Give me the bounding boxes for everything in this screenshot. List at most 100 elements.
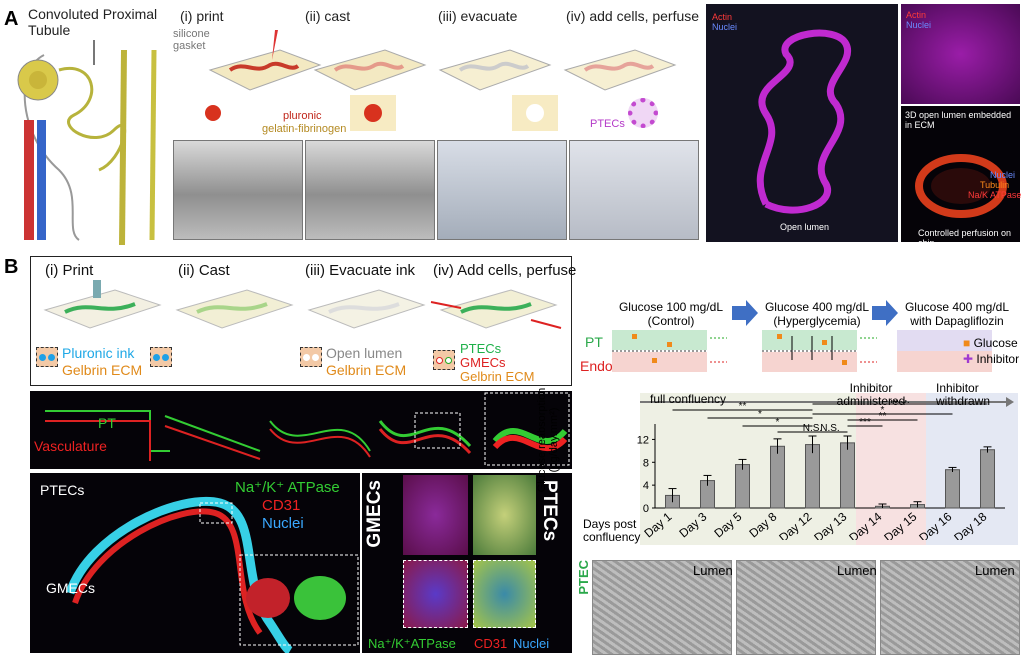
b-fluor-strip [30, 391, 572, 469]
nuclei-stain-label: Nuclei [262, 515, 304, 532]
significance-label: * [881, 405, 885, 416]
perfusion-label: Controlled perfusion on chip [918, 228, 1012, 248]
inhibitor-legend-text: Inhibitor [976, 352, 1020, 366]
x-axis-label: Days post confluency [583, 517, 641, 544]
embedded-label: 3D open lumen embedded in ECM [905, 110, 1012, 130]
g3b-text: with Dapagliflozin [910, 314, 1004, 328]
timeline-arrow [640, 397, 1014, 407]
pt-schem-label: PT [585, 334, 603, 350]
a-mold-schematics [208, 30, 677, 91]
cd31-stain-label: CD31 [262, 497, 301, 514]
b-step-2: (ii) Cast [178, 262, 230, 279]
actin-label: Actin [712, 12, 733, 22]
b-mold-schematics [43, 280, 562, 329]
ptec-ring-icon [628, 98, 658, 128]
g1-text: Glucose 100 mg/dL [618, 300, 724, 314]
bar [980, 449, 995, 509]
pluronic-dot-icon [205, 105, 221, 121]
tubulin-label: Tubulin [980, 180, 1010, 190]
actin-label-zoom: Actin [906, 10, 927, 20]
b-step-4: (iv) Add cells, perfuse [433, 262, 577, 279]
gmecs-stain-label: GMECs [46, 580, 95, 596]
bottom-cd31-label: CD31 [474, 636, 508, 651]
fluor-3d-image [706, 4, 898, 242]
g1b-text: (Control) [647, 314, 695, 328]
glucose-square-icon: ■ [963, 336, 971, 350]
schematic-arrows [732, 300, 898, 326]
y-tick-label: 4 [643, 480, 649, 492]
cast-swatch [350, 95, 396, 131]
cast-legend-box [150, 347, 172, 367]
photo-cast [305, 140, 435, 240]
gelbrin-label-3: Gelbrin ECM [460, 369, 535, 384]
significance-label: *** [859, 417, 871, 428]
g1-label: Glucose 100 mg/dL (Control) [612, 300, 730, 328]
nuclei-label-zoom: Nuclei [906, 20, 932, 30]
cells-legend-box [433, 350, 455, 370]
b-fluor-large [30, 473, 360, 655]
b-step-1: (i) Print [45, 262, 94, 279]
x-tick-label: Day 8 [746, 509, 779, 540]
lumen-label-2: Lumen [837, 563, 877, 578]
fluor-zoom-image [901, 4, 1020, 104]
g2-label: Glucose 400 mg/dL (Hyperglycemia) [758, 300, 876, 328]
y-tick-label: 12 [637, 434, 649, 446]
glucose-legend: ■ Glucose [963, 336, 1018, 350]
bar [840, 442, 855, 509]
bg-withdrawn [926, 393, 1018, 545]
a-step-3: (iii) evacuate [438, 8, 518, 24]
lumen-dot-icon [526, 104, 544, 122]
ptec-image [473, 475, 536, 555]
pt-label: PT [98, 415, 116, 431]
gmecs-b-label: GMECs [460, 355, 506, 370]
b-process-box [30, 256, 572, 386]
x-tick-label: Day 16 [916, 509, 954, 540]
bottom-natk-label: Na⁺/K⁺ATPase [368, 636, 456, 651]
a-step-4: (iv) add cells, perfuse [566, 8, 700, 24]
gelbrin-label-2: Gelbrin ECM [326, 362, 407, 378]
x-tick-label: Day 18 [951, 509, 989, 540]
ptecs-vertical-label: PTECs [539, 480, 560, 542]
natk-stain-label: Na⁺/K⁺ ATPase [235, 479, 340, 496]
x-tick-label: Day 12 [776, 509, 814, 540]
x-tick-label: Day 13 [811, 509, 849, 540]
significance-label: N.S. [820, 423, 839, 434]
ptec-em-label: PTEC [576, 560, 591, 595]
nuclei-label: Nuclei [712, 22, 738, 32]
x-tick-label: Day 14 [846, 509, 884, 540]
photo-evacuate [437, 140, 567, 240]
bar [735, 464, 750, 509]
inhibitor-plus-icon: ✚ [963, 352, 974, 366]
x-tick-label: Day 3 [676, 509, 709, 540]
panel-letter-a: A [4, 8, 19, 30]
bg-inhibitor [856, 393, 926, 545]
bar [770, 445, 785, 509]
y-axis-label: Glucose reabsorption (μg/day.mm²) [536, 387, 560, 493]
inhibitor-legend: ✚ Inhibitor [963, 352, 1019, 366]
gmecs-vertical-label: GMECs [364, 480, 385, 548]
y-tick-label: 0 [643, 503, 649, 515]
gelbrin-label-1: Gelbrin ECM [62, 362, 143, 378]
bar [945, 469, 960, 509]
ptecs-stain-label: PTECs [40, 482, 85, 498]
gmec-zoom-image [403, 560, 468, 628]
lumen-label-3: Lumen [975, 563, 1015, 578]
significance-label: ** [739, 401, 747, 412]
schematic-compartments [612, 330, 877, 372]
ptecs-label-a: PTECs [590, 118, 625, 130]
significance-label: N.S. [890, 400, 909, 406]
full-confluency-label: full confluency [650, 392, 727, 406]
photo-perfuse [569, 140, 699, 240]
gelatin-label: gelatin-fibrinogen [262, 123, 347, 135]
a-step-1: (i) print [180, 8, 224, 24]
pluronic-ink-label: Pluronic ink [62, 345, 135, 361]
tubule-title: Convoluted Proximal Tubule [28, 6, 158, 38]
natk-label-a: Na/K ATPase [968, 190, 1022, 200]
significance-label: N.S. [803, 423, 822, 434]
vasculature-label: Vasculature [34, 438, 107, 454]
significance-label: ** [879, 411, 887, 422]
photo-print [173, 140, 303, 240]
em-image-2 [736, 560, 876, 655]
nuclei-label-cs: Nuclei [990, 170, 1016, 180]
